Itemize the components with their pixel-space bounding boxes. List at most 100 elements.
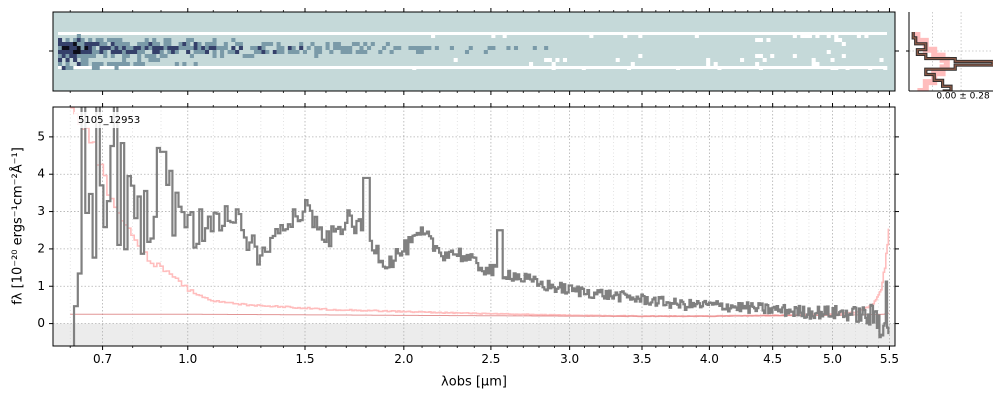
spectrum-2d-pixel xyxy=(208,46,213,50)
spectrum-2d-pixel xyxy=(91,42,96,46)
spectrum-2d-pixel xyxy=(88,38,93,42)
spectrum-2d-pixel xyxy=(359,50,364,54)
spectrum-2d-pixel xyxy=(235,50,240,54)
spectrum-2d-pixel xyxy=(755,62,760,66)
spectrum-2d-stripe xyxy=(58,66,887,69)
spectrum-2d-pixel xyxy=(333,42,338,46)
spectrum-2d-pixel xyxy=(755,38,760,42)
y-tick-label: 4 xyxy=(37,167,45,181)
spectrum-2d-pixel xyxy=(212,54,217,58)
spectrum-2d-pixel xyxy=(864,34,869,38)
spectrum-2d-pixel xyxy=(845,66,850,70)
spectrum-2d-pixel xyxy=(513,46,519,50)
spectrum-2d-pixel xyxy=(140,42,145,46)
spectrum-2d-pixel xyxy=(502,34,507,38)
spectrum-2d-pixel xyxy=(125,42,130,46)
spectrum-2d-pixel xyxy=(397,46,402,50)
spectrum-2d-pixel xyxy=(193,62,198,66)
x-tick-label: 3.5 xyxy=(632,352,651,366)
spectrum-2d-pixel xyxy=(152,38,157,42)
spectrum-2d-pixel xyxy=(186,38,191,42)
spectrum-2d-pixel xyxy=(148,46,153,50)
spectrum-2d-pixel xyxy=(95,42,100,46)
spectrum-2d-pixel xyxy=(627,66,632,70)
spectrum-2d-pixel xyxy=(140,62,145,66)
spectrum-2d-pixel xyxy=(84,42,89,46)
profile-curve xyxy=(912,32,993,91)
object-label: 5105_12953 xyxy=(78,115,140,126)
spectrum-2d-pixel xyxy=(182,46,187,50)
spectrum-2d-pixel xyxy=(137,50,142,54)
spectrum-2d-pixel xyxy=(167,46,172,50)
spectrum-2d-pixel xyxy=(280,50,285,54)
spectrum-2d-pixel xyxy=(250,54,255,58)
spectrum-2d-pixel xyxy=(80,50,85,54)
spectrum-2d-pixel xyxy=(529,62,534,66)
spectrum-2d-pixel xyxy=(348,46,353,50)
spectrum-2d-pixel xyxy=(355,50,360,54)
spectrum-2d-pixel xyxy=(69,46,74,50)
spectrum-2d-pixel xyxy=(65,38,70,42)
spectrum-2d-pixel xyxy=(167,50,172,54)
x-tick-label: 5.0 xyxy=(823,352,842,366)
spectrum-2d-pixel xyxy=(253,50,259,54)
spectrum-2d-pixel xyxy=(638,34,643,38)
spectrum-2d-pixel xyxy=(137,62,142,66)
spectrum-2d-pixel xyxy=(758,66,763,70)
spectrum-2d-pixel xyxy=(91,62,96,66)
spectrum-2d-pixel xyxy=(140,46,145,50)
spectrum-2d-pixel xyxy=(261,50,266,54)
spectrum-2d-pixel xyxy=(163,54,168,58)
spectrum-2d-pixel xyxy=(144,46,149,50)
spectrum-2d-pixel xyxy=(329,50,334,54)
spectrum-2d-pixel xyxy=(238,46,243,50)
spectrum-2d-pixel xyxy=(84,46,89,50)
spectrum-2d-pixel xyxy=(110,42,115,46)
spectrum-2d-pixel xyxy=(76,46,81,50)
spectrum-2d-pixel xyxy=(755,54,760,58)
spectrum-2d-pixel xyxy=(269,42,274,46)
spectrum-2d-pixel xyxy=(766,38,771,42)
x-tick-label: 1.5 xyxy=(295,352,314,366)
spectrum-2d-pixel xyxy=(675,66,681,70)
spectrum-2d-pixel xyxy=(532,46,537,50)
spectrum-2d-pixel xyxy=(58,58,63,62)
spectrum-2d-pixel xyxy=(106,46,112,50)
spectrum-2d-pixel xyxy=(163,46,168,50)
spectrum-2d-pixel xyxy=(189,54,194,58)
spectrum-1d-ticks xyxy=(49,103,899,350)
spectrum-2d-pixel xyxy=(314,54,319,58)
spectrum-2d-pixel xyxy=(302,50,307,54)
spectrum-2d-pixel xyxy=(189,38,194,42)
spectrum-2d-pixel xyxy=(804,34,809,38)
spectrum-2d-pixel xyxy=(544,58,549,62)
spectrum-2d-pixel xyxy=(171,46,176,50)
spectrum-2d-pixel xyxy=(137,58,142,62)
spectrum-2d-pixel xyxy=(449,46,454,50)
spectrum-2d-pixel xyxy=(65,62,70,66)
x-tick-label: 4.5 xyxy=(763,352,782,366)
spectrum-2d-pixel xyxy=(419,50,424,54)
spectrum-2d-pixel xyxy=(84,62,89,66)
spectrum-2d-pixel xyxy=(76,62,81,66)
spectrum-2d-pixel xyxy=(167,42,172,46)
spectrum-2d-pixel xyxy=(144,38,149,42)
spectrum-2d-pixel xyxy=(706,62,711,66)
spectrum-2d-pixel xyxy=(65,42,70,46)
spectrum-2d-pixel xyxy=(114,66,119,70)
spectrum-2d-pixel xyxy=(152,50,157,54)
spectrum-2d-pixel xyxy=(325,46,330,50)
spectrum-2d-pixel xyxy=(544,46,549,50)
x-tick-label: 5.5 xyxy=(880,352,899,366)
spectrum-2d-pixel xyxy=(238,42,243,46)
spectrum-2d-pixel xyxy=(464,50,470,54)
spectrum-2d-pixel xyxy=(58,62,63,66)
spectrum-2d-pixel xyxy=(223,46,228,50)
spectrum-2d-pixel xyxy=(99,50,104,54)
spectrum-2d-pixel xyxy=(106,38,112,42)
spectrum-2d-pixel xyxy=(220,54,225,58)
spectrum-2d-pixel xyxy=(152,58,157,62)
spectrum-2d-pixel xyxy=(883,66,888,70)
profile-annotation: 0.00 ± 0.28 xyxy=(936,92,990,102)
spectrum-2d-stripe xyxy=(58,32,887,35)
